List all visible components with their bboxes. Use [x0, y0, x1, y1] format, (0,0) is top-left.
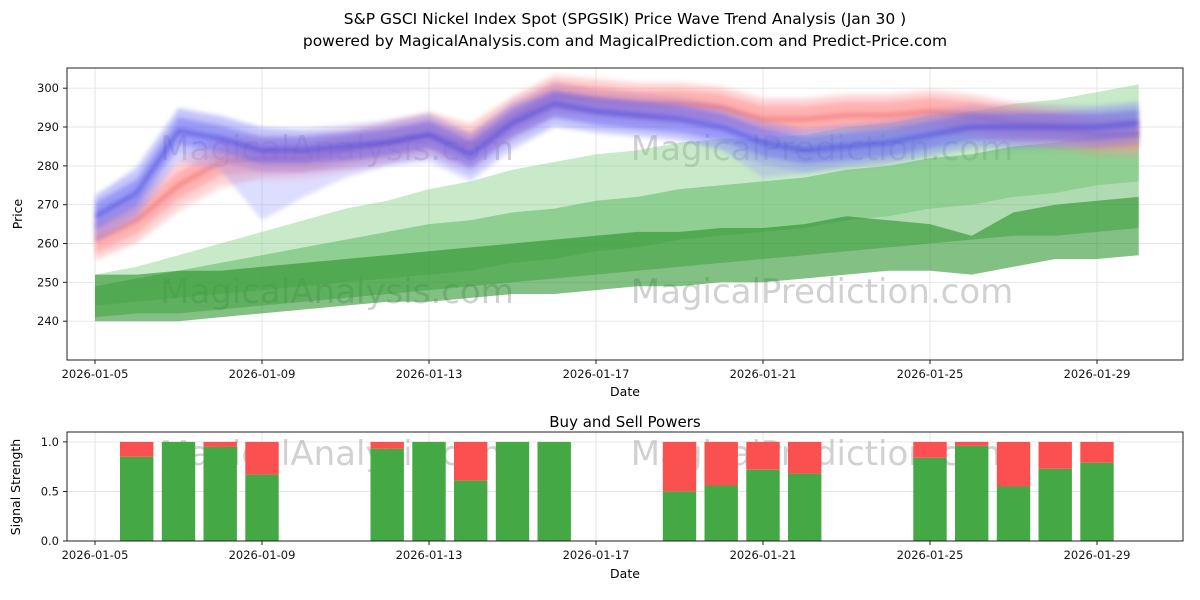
sell-bar: [203, 441, 237, 447]
price-axes: MagicalAnalysis.com MagicalPrediction.com…: [37, 67, 1184, 381]
sell-bar: [955, 441, 989, 446]
buy-bar: [1080, 462, 1114, 541]
sell-bar: [245, 441, 279, 475]
price-xlabel: Date: [610, 384, 640, 399]
y-tick-label: 1.0: [41, 435, 59, 449]
axes-frame: 240 250 260 270 280 290 300 2026-01-05 2026-01-0…: [37, 67, 1184, 381]
buy-bar: [788, 473, 822, 541]
blue-wave-core: [95, 90, 1139, 230]
buy-bar: [1038, 468, 1072, 541]
signal-xlabel: Date: [610, 566, 640, 581]
x-tick-label: 2026-01-21: [730, 548, 797, 562]
price-ylabel: Price: [10, 198, 25, 229]
buy-bar: [955, 445, 989, 541]
sell-bar: [788, 441, 822, 474]
buy-bar: [203, 446, 237, 541]
sell-bar: [454, 441, 488, 481]
blue-wave-center-line: [94, 102, 1139, 218]
axes-spine: [66, 67, 1184, 361]
y-tick-label: 260: [37, 237, 59, 251]
x-tick-label: 2026-01-09: [229, 548, 296, 562]
x-tick-label: 2026-01-05: [62, 548, 129, 562]
x-tick-label: 2026-01-13: [396, 367, 463, 381]
x-tick-label: 2026-01-17: [563, 367, 630, 381]
buy-bar: [996, 486, 1031, 541]
chart-title: S&P GSCI Nickel Index Spot (SPGSIK) Pric…: [344, 10, 906, 28]
band-green-trend-dark: [95, 196, 1139, 322]
y-tick-label: 300: [37, 81, 59, 95]
y-tick-label: 290: [37, 120, 59, 134]
buy-bar: [245, 474, 279, 541]
buy-bar: [913, 457, 947, 541]
buy-bar: [746, 469, 780, 541]
bottom-chart-title: Buy and Sell Powers: [549, 413, 701, 431]
buy-bar: [412, 441, 446, 541]
buy-bar: [495, 441, 530, 541]
blue-wave: [94, 81, 1139, 244]
x-tick-label: 2026-01-17: [563, 548, 630, 562]
buy-bar: [370, 448, 404, 541]
sell-bar: [120, 441, 154, 457]
x-tick-label: 2026-01-13: [396, 548, 463, 562]
sell-bar: [1038, 441, 1072, 469]
y-tick-label: 0.0: [41, 534, 59, 548]
x-tick-label: 2026-01-25: [897, 548, 964, 562]
buy-bar: [704, 485, 738, 541]
sell-bar: [913, 441, 947, 458]
y-tick-label: 240: [37, 314, 59, 328]
sell-bar: [370, 441, 404, 449]
chart-subtitle: powered by MagicalAnalysis.com and Magic…: [303, 32, 947, 50]
x-tick-label: 2026-01-25: [897, 367, 964, 381]
x-tick-label: 2026-01-21: [730, 367, 797, 381]
y-tick-label: 0.5: [41, 485, 59, 499]
x-tick-label: 2026-01-29: [1064, 548, 1131, 562]
y-tick-label: 280: [37, 159, 59, 173]
x-tick-label: 2026-01-09: [229, 367, 296, 381]
sell-bar: [996, 441, 1031, 487]
signal-bars: [120, 441, 1114, 541]
watermarks: MagicalAnalysis.com MagicalPrediction.com: [160, 434, 1013, 474]
y-tick-label: 250: [37, 275, 59, 289]
x-tick-label: 2026-01-05: [62, 367, 129, 381]
buy-bar: [120, 456, 154, 541]
axes-spine: [66, 431, 1184, 542]
buy-bar: [537, 441, 571, 541]
sell-bar: [746, 441, 780, 470]
y-tick-label: 270: [37, 198, 59, 212]
buy-bar: [161, 441, 196, 541]
buy-bar: [662, 491, 697, 541]
x-tick-label: 2026-01-29: [1064, 367, 1131, 381]
signal-ylabel: Signal Strength: [8, 439, 23, 535]
sell-bar: [662, 441, 697, 492]
buy-bar: [454, 480, 488, 541]
axes-frame: 0.0 0.5 1.0 2026-01-05 2026-01-09 2026-01-13 2…: [41, 431, 1184, 562]
signal-axes: MagicalAnalysis.com MagicalPrediction.com…: [41, 431, 1184, 562]
sell-bar: [704, 441, 738, 486]
sell-bar: [1080, 441, 1114, 463]
